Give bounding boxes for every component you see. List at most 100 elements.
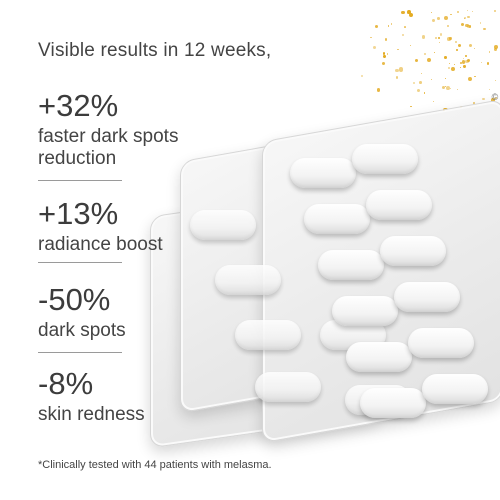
sparkle-particle [489,89,491,91]
sparkle-particle [450,13,453,16]
sparkle-particle [473,47,475,49]
sparkle-particle [360,74,364,78]
sparkle-particle [446,24,450,28]
sparkle-particle [467,76,472,81]
sparkle-particle [448,62,450,64]
sparkle-particle [408,13,413,18]
sparkle-particle [433,52,435,54]
sparkle-particle [482,97,485,101]
stat-value: +13% [38,196,119,231]
sparkle-particle [370,36,372,38]
stat-description: radiance boost [38,234,163,255]
pill [332,296,398,326]
sparkle-particle [382,62,386,66]
pill [352,144,418,174]
pill [422,374,488,404]
sparkle-particle [467,15,470,19]
divider [38,352,122,353]
sparkle-particle [427,57,432,62]
sparkle-particle [455,41,458,44]
sparkle-particle [407,10,411,14]
sparkle-particle [390,23,393,25]
sparkle-particle [432,100,435,102]
sparkle-particle [444,78,446,80]
sparkle-particle [468,43,473,48]
sparkle-particle [486,62,489,65]
sparkle-particle [464,59,469,64]
sparkle-particle [396,76,399,79]
sparkle-particle [410,45,412,47]
copyright-mark: © [490,92,500,102]
sparkle-particle [464,23,469,28]
sparkle-particle [467,10,469,12]
stat-dark-spots-reduction: +32% faster dark spots reduction [38,88,228,170]
sparkle-particle [462,57,464,59]
pill [360,388,426,418]
sparkle-particle [471,10,474,13]
sparkle-particle [395,69,399,73]
sparkle-particle [376,88,380,92]
sparkle-particle [467,24,471,28]
sparkle-particle [444,15,449,20]
stat-description: faster dark spots reduction [38,126,179,169]
pill [304,204,370,234]
sparkle-particle [440,33,443,36]
headline: Visible results in 12 weeks, [38,40,272,61]
sparkle-particle [460,61,463,64]
sparkle-particle [412,81,415,84]
sparkle-particle [388,25,390,27]
sparkle-particle [474,75,477,78]
sparkle-particle [409,105,412,108]
pill [190,210,256,240]
sparkle-particle [416,88,420,92]
sparkle-particle [494,79,496,81]
pill [366,190,432,220]
sparkle-particle [437,17,440,20]
sparkle-particle [422,35,426,39]
sparkle-particle [401,10,405,14]
pill [346,342,412,372]
sparkle-particle [372,45,376,49]
sparkle-particle [447,66,450,70]
sparkle-particle [494,96,497,99]
sparkle-particle [494,48,497,51]
sparkle-particle [449,87,452,90]
sparkle-particle [414,59,419,63]
sparkle-particle [456,49,458,51]
sparkle-particle [397,48,399,51]
divider [38,180,122,181]
sparkle-particle [423,52,426,55]
sparkle-particle [384,38,388,41]
pill [380,236,446,266]
sparkle-particle [479,22,482,24]
sparkle-particle [441,85,446,90]
sparkle-particle [446,86,451,91]
sparkle-particle [420,72,422,74]
pill [215,265,281,295]
divider [38,262,122,263]
sparkle-particle [460,66,462,69]
sparkle-particle [438,37,441,40]
sparkle-particle [423,92,426,94]
sparkle-particle [451,67,456,72]
sparkle-particle [431,11,433,13]
sparkle-particle [480,62,483,64]
sparkle-particle [430,78,432,81]
sparkle-particle [464,55,467,58]
sparkle-particle [493,45,498,49]
sparkle-particle [447,37,451,41]
sparkle-particle [457,88,459,91]
sparkle-particle [398,67,403,72]
pill [255,372,321,402]
sparkle-particle [444,85,446,87]
stat-radiance-boost: +13% radiance boost [38,196,228,256]
sparkle-particle [386,53,389,55]
sparkle-particle [457,43,462,48]
sparkle-particle [374,24,379,28]
sparkle-particle [461,23,465,27]
pill [394,282,460,312]
footnote: *Clinically tested with 44 patients with… [38,459,272,471]
stat-skin-redness: -8% skin redness [38,366,228,426]
stat-value: +32% [38,88,119,123]
